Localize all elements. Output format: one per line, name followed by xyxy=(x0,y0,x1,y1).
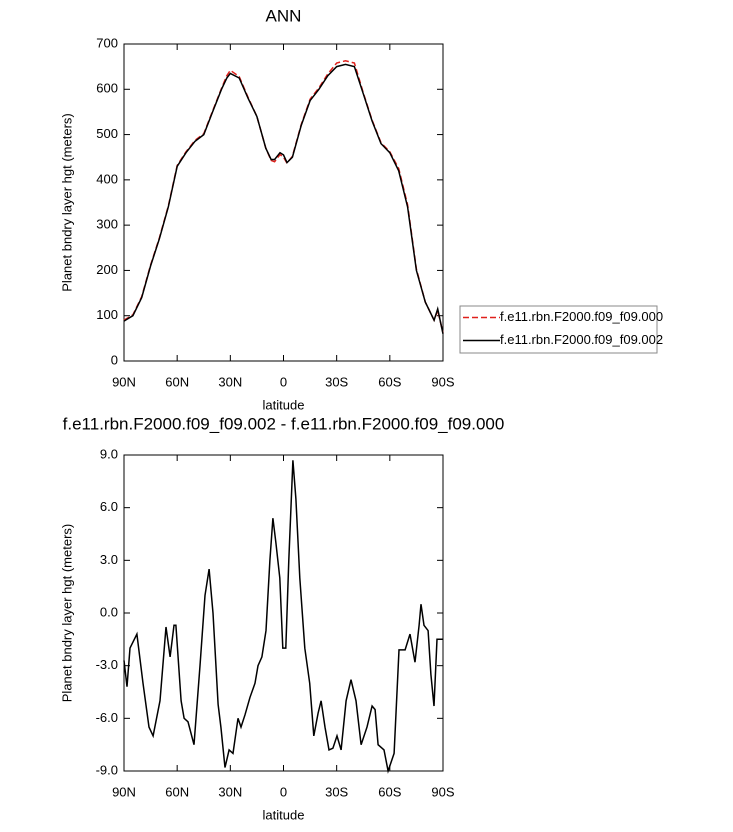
x-tick-label: 30S xyxy=(325,784,348,799)
x-tick-label: 60N xyxy=(165,374,189,389)
y-tick-label: 100 xyxy=(96,307,118,322)
y-tick-label: 6.0 xyxy=(100,499,118,514)
y-tick-label: -6.0 xyxy=(96,710,118,725)
x-tick-label: 90N xyxy=(112,784,136,799)
y-tick-label: 0.0 xyxy=(100,604,118,619)
plot-frame xyxy=(123,43,444,362)
x-tick-label: 30N xyxy=(218,784,242,799)
y-tick-label: 3.0 xyxy=(100,552,118,567)
chart-title: ANN xyxy=(266,6,302,25)
y-axis-label: Planet bndry layer hgt (meters) xyxy=(59,113,74,291)
y-tick-label: 0 xyxy=(111,352,118,367)
legend-label: f.e11.rbn.F2000.f09_f09.002 xyxy=(500,332,663,347)
y-tick-label: 600 xyxy=(96,81,118,96)
y-tick-label: -9.0 xyxy=(96,762,118,777)
x-tick-label: 90S xyxy=(431,784,454,799)
chart-title: f.e11.rbn.F2000.f09_f09.002 - f.e11.rbn.… xyxy=(63,414,505,433)
data-line xyxy=(123,63,444,334)
y-tick-label: 400 xyxy=(96,171,118,186)
x-tick-label: 0 xyxy=(280,374,287,389)
data-line xyxy=(123,460,443,774)
x-tick-label: 30N xyxy=(218,374,242,389)
legend-label: f.e11.rbn.F2000.f09_f09.000 xyxy=(500,309,663,324)
x-tick-label: 90S xyxy=(431,374,454,389)
legend-box xyxy=(459,305,658,354)
x-tick-label: 90N xyxy=(112,374,136,389)
y-axis-label: Planet bndry layer hgt (meters) xyxy=(59,524,74,702)
x-tick-label: 60S xyxy=(378,784,401,799)
x-axis-label: latitude xyxy=(263,397,305,412)
y-tick-label: -3.0 xyxy=(96,657,118,672)
x-tick-label: 60S xyxy=(378,374,401,389)
x-tick-label: 60N xyxy=(165,784,189,799)
y-tick-label: 200 xyxy=(96,262,118,277)
x-tick-label: 0 xyxy=(280,784,287,799)
y-tick-label: 9.0 xyxy=(100,446,118,461)
x-axis-label: latitude xyxy=(263,807,305,822)
y-tick-label: 500 xyxy=(96,126,118,141)
x-tick-label: 30S xyxy=(325,374,348,389)
y-tick-label: 300 xyxy=(96,217,118,232)
y-tick-label: 700 xyxy=(96,35,118,50)
data-line xyxy=(123,60,444,334)
